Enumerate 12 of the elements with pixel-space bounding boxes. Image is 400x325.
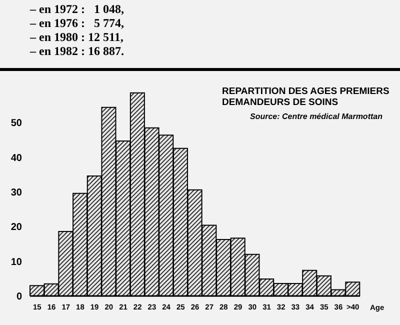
chart-title: REPARTITION DES AGES PREMIERS DEMANDEURS DE SOINS	[222, 86, 390, 108]
y-tick-label: 30	[10, 188, 22, 199]
y-tick-label: 50	[10, 118, 22, 130]
y-tick-label: 40	[10, 152, 22, 164]
text: – en 1982 : 16 887.	[30, 44, 124, 58]
annotation: Source: Centre médical Marmottan	[250, 112, 382, 121]
y-tick-label: 10	[10, 256, 22, 268]
text: – en 1980 : 12 511,	[30, 30, 124, 44]
y-tick-label: 0	[16, 292, 22, 303]
text: – en 1972 : 1 048,	[30, 2, 124, 16]
y-tick-label: 20	[10, 222, 22, 234]
text: – en 1976 : 5 774,	[30, 16, 124, 30]
